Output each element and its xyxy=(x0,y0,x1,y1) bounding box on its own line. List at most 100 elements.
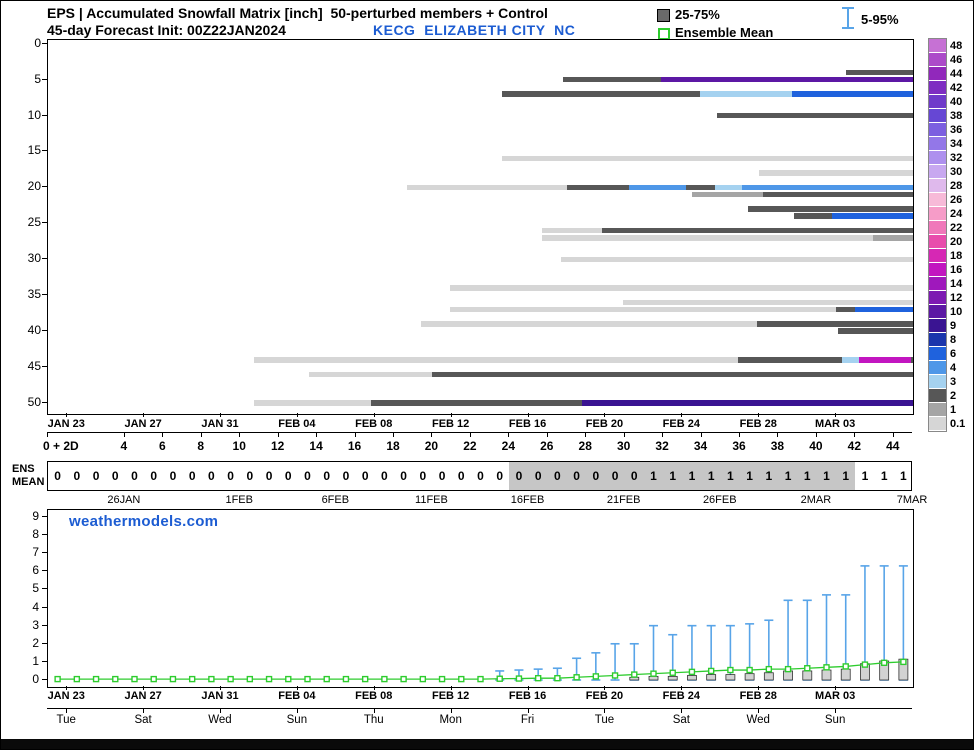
iqr-bar xyxy=(802,670,813,681)
weekday-tick xyxy=(681,709,683,713)
whisker-legend-label: 5-95% xyxy=(861,12,899,27)
plume-date-tick xyxy=(604,686,606,690)
colorbar-segment xyxy=(929,165,946,179)
date-axis-tick xyxy=(220,413,221,417)
mean-marker xyxy=(592,673,600,680)
date-axis-label: JAN 31 xyxy=(201,418,239,430)
mean-marker xyxy=(573,674,580,681)
weekday-tick xyxy=(527,709,529,713)
colorbar-label: 2 xyxy=(950,390,957,402)
mean-marker xyxy=(381,675,388,683)
ens-mean-cell: 0 xyxy=(624,462,644,490)
member-axis-tick xyxy=(42,42,47,44)
ens-mean-axis-label: ENS MEAN xyxy=(12,463,44,489)
matrix-bar-segment xyxy=(699,91,792,97)
day-axis-tick xyxy=(431,433,433,437)
member-axis-label: 45 xyxy=(27,359,41,374)
colorbar-segment xyxy=(929,305,946,319)
mean-marker xyxy=(208,675,215,683)
mean-marker xyxy=(477,675,484,683)
mean-marker xyxy=(265,675,273,683)
matrix-bar-segment xyxy=(855,306,913,313)
ens-mean-cell: 0 xyxy=(361,469,369,483)
colorbar-segment xyxy=(929,123,946,137)
day-axis-tick xyxy=(393,433,394,437)
ens-mean-cell: 1 xyxy=(701,462,721,490)
day-axis-tick xyxy=(162,433,164,437)
plume-date-tick xyxy=(835,686,837,690)
ens-mean-cell: 1 xyxy=(880,469,888,483)
colorbar-label: 3 xyxy=(950,376,957,388)
ens-date-label: 11FEB xyxy=(415,494,448,506)
colorbar-label: 22 xyxy=(950,222,963,234)
day-axis-line xyxy=(47,432,912,433)
day-axis-tick xyxy=(354,433,356,437)
ens-mean-cell: 0 xyxy=(265,469,273,483)
ens-mean-cell: 0 xyxy=(438,469,446,483)
day-axis-label: 30 xyxy=(616,439,631,453)
day-axis-tick xyxy=(469,433,471,437)
colorbar-label: 34 xyxy=(950,138,963,150)
ens-date-label: 26JAN xyxy=(107,494,141,506)
plume-y-tick xyxy=(42,642,47,644)
matrix-bar-segment xyxy=(832,213,913,219)
plume-y-tick xyxy=(42,679,47,680)
matrix-bar-segment xyxy=(567,184,629,191)
weekday-tick xyxy=(835,709,837,713)
ens-mean-cell: 0 xyxy=(509,462,529,490)
matrix-bar-segment xyxy=(253,400,371,406)
weekday-label: Sat xyxy=(672,714,690,726)
colorbar-label: 14 xyxy=(950,278,963,290)
plume-y-tick xyxy=(42,588,47,590)
date-axis-tick xyxy=(373,413,375,417)
ens-mean-cell: 0 xyxy=(227,469,234,483)
colorbar-segment xyxy=(929,235,946,249)
ens-mean-cell: 1 xyxy=(720,462,740,490)
mean-marker xyxy=(650,670,657,677)
member-axis-tick xyxy=(42,294,47,296)
mean-marker xyxy=(669,669,676,676)
plume-date-tick xyxy=(143,686,145,690)
colorbar-segment xyxy=(929,389,946,403)
weekday-tick xyxy=(604,709,606,713)
day-axis-label: 6 xyxy=(158,439,166,453)
date-axis-label: FEB 16 xyxy=(508,418,547,430)
day-axis-tick xyxy=(200,433,202,437)
weekday-label: Tue xyxy=(56,714,76,726)
ens-mean-cell: 1 xyxy=(836,462,856,490)
day-axis-label: 40 xyxy=(809,439,823,453)
mean-marker xyxy=(900,658,907,666)
ens-mean-cell: 0 xyxy=(477,469,484,483)
plume-date-label: JAN 31 xyxy=(201,690,239,702)
whisker-legend-icon xyxy=(842,7,854,29)
iqr-bar xyxy=(840,668,851,681)
weekday-tick xyxy=(758,709,760,713)
footer-bar xyxy=(1,739,973,749)
plume-y-tick xyxy=(42,534,47,536)
mean-marker xyxy=(611,672,619,679)
member-axis-label: 50 xyxy=(27,395,41,410)
plume-date-tick xyxy=(220,686,221,690)
colorbar-label: 8 xyxy=(950,334,957,346)
colorbar-segment xyxy=(929,207,946,221)
colorbar-segment xyxy=(929,53,946,67)
plume-date-label: FEB 04 xyxy=(278,690,316,702)
member-axis-label: 10 xyxy=(27,107,41,122)
day-axis-tick xyxy=(508,433,510,437)
ens-mean-cell: 0 xyxy=(496,469,504,483)
matrix-bar-segment xyxy=(738,357,842,363)
day-axis-tick xyxy=(47,433,48,437)
day-axis-label: 8 xyxy=(197,439,205,453)
colorbar-segment xyxy=(929,249,946,263)
matrix-bar-segment xyxy=(370,400,583,406)
date-axis-label: FEB 24 xyxy=(662,418,700,430)
ens-mean-cell: 0 xyxy=(131,469,138,483)
ens-date-label: 26FEB xyxy=(702,494,737,506)
ens-mean-cell: 0 xyxy=(304,469,311,483)
colorbar-segment xyxy=(929,263,946,277)
member-axis-label: 30 xyxy=(27,251,41,266)
date-axis-tick xyxy=(450,413,452,417)
matrix-bar-segment xyxy=(838,328,913,335)
snowfall-matrix-plot xyxy=(47,39,914,415)
plume-y-label: 5 xyxy=(32,581,39,596)
